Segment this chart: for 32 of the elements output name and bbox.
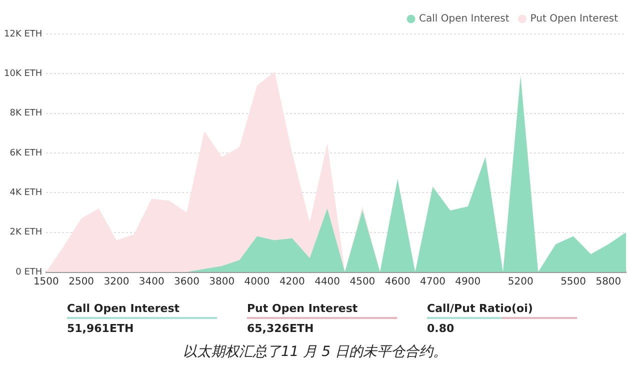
x-tick-label: 5800 <box>596 276 622 288</box>
x-tick-label: 4900 <box>455 276 481 288</box>
text: 以太期权汇总了11 月 5 日的未平仓合约。 <box>182 343 448 361</box>
text: Call Open Interest <box>67 302 180 315</box>
x-tick-label: 5500 <box>560 276 586 288</box>
y-tick-label: 12K ETH <box>4 29 42 40</box>
x-tick-label: 3200 <box>104 276 130 288</box>
legend-label: Call Open Interest <box>419 14 510 25</box>
x-tick-label: 4000 <box>244 276 270 288</box>
x-tick-label: 4500 <box>350 276 376 288</box>
y-tick-label: 4K ETH <box>10 188 42 198</box>
text: 51,961ETH <box>67 322 135 335</box>
x-tick-label: 4400 <box>314 276 340 288</box>
y-tick-label: 6K ETH <box>10 148 42 158</box>
x-tick-label: 3600 <box>174 276 200 288</box>
legend-label: Put Open Interest <box>530 14 618 25</box>
x-tick-label: 4200 <box>279 276 305 288</box>
text: Put Open Interest <box>247 302 358 315</box>
text: 0.80 <box>427 322 456 335</box>
text: 65,326ETH <box>247 322 315 335</box>
y-tick-label: 0 ETH <box>16 267 42 278</box>
y-tick-label: 8K ETH <box>10 108 42 119</box>
x-tick-label: 3800 <box>209 276 235 288</box>
x-tick-label: 4600 <box>384 276 410 288</box>
x-tick-label: 5200 <box>508 276 534 288</box>
y-tick-label: 2K ETH <box>10 228 42 238</box>
x-tick-label: 1500 <box>33 276 59 288</box>
x-tick-label: 4700 <box>420 276 446 288</box>
x-tick-label: 3400 <box>138 276 164 288</box>
text: Call/Put Ratio(oi) <box>427 302 533 315</box>
x-tick-label: 2500 <box>68 276 94 288</box>
y-tick-label: 10K ETH <box>4 69 42 80</box>
